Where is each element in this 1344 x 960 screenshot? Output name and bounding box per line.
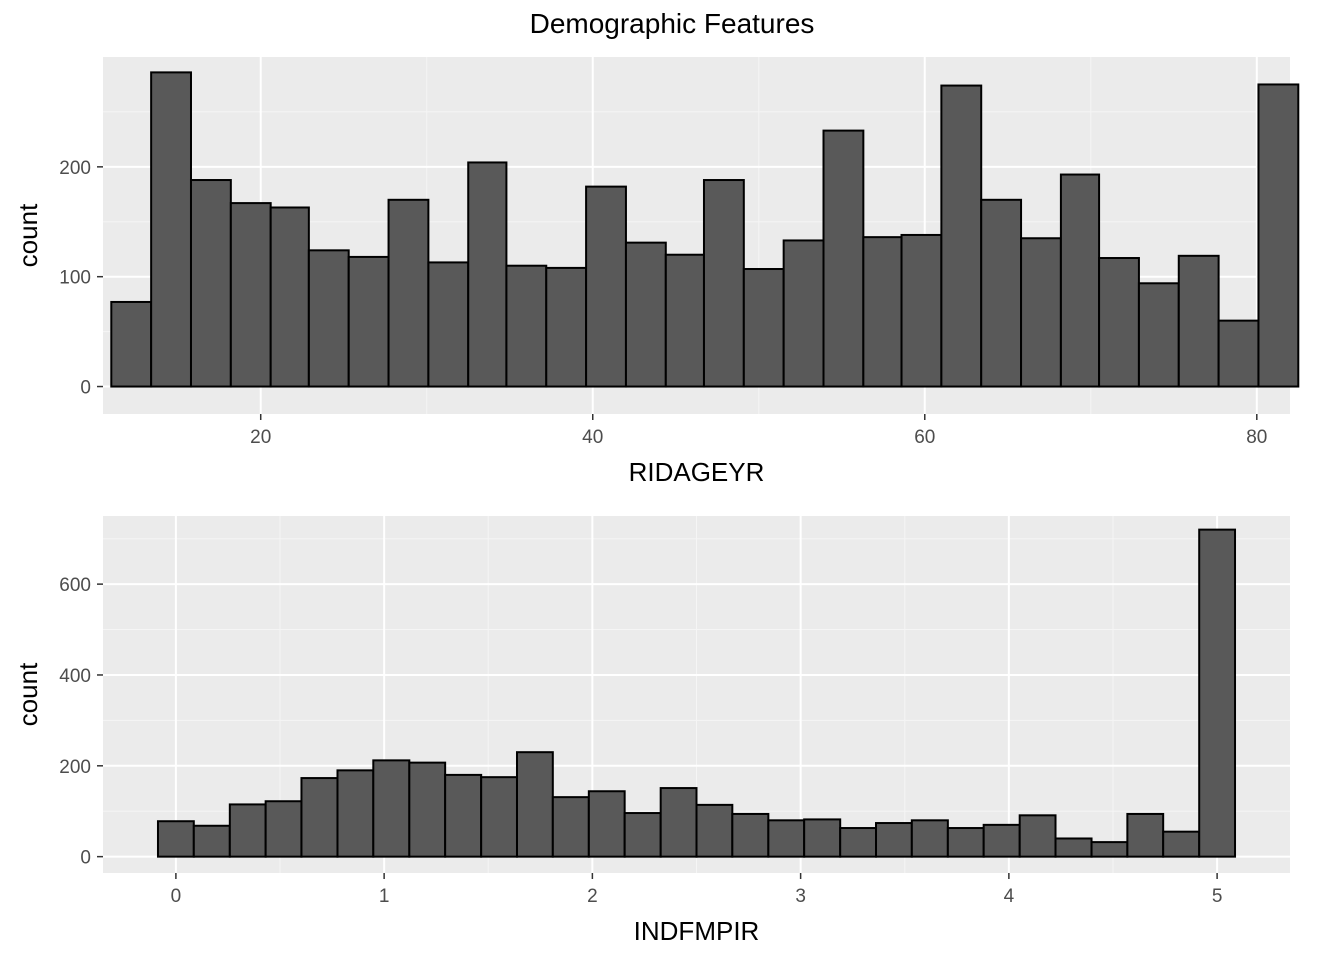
histogram-bar bbox=[623, 812, 662, 858]
histogram-bar bbox=[480, 776, 518, 858]
x-tick-label: 60 bbox=[914, 427, 935, 448]
y-tick-label: 200 bbox=[59, 158, 91, 179]
x-tick-label: 80 bbox=[1246, 427, 1267, 448]
y-tick-label: 200 bbox=[59, 757, 91, 778]
histogram-bar bbox=[782, 239, 825, 388]
histogram-bar bbox=[545, 266, 588, 388]
histogram-bar bbox=[702, 179, 745, 388]
histogram-bar bbox=[1217, 319, 1260, 388]
histogram-bar bbox=[803, 818, 842, 858]
histogram-bar bbox=[551, 796, 590, 858]
histogram-bar bbox=[1126, 812, 1165, 858]
histogram-bar bbox=[1177, 254, 1220, 388]
histogram-bar bbox=[946, 827, 985, 858]
y-tick-label: 400 bbox=[59, 666, 91, 687]
histogram-bar bbox=[839, 827, 878, 858]
histogram-bar bbox=[767, 819, 806, 858]
x-tick-label: 20 bbox=[250, 427, 271, 448]
histogram-bar bbox=[1198, 528, 1237, 858]
histogram-bar bbox=[900, 233, 943, 388]
y-tick-label: 100 bbox=[59, 268, 91, 289]
histogram-bar bbox=[427, 261, 470, 388]
x-axis-title: RIDAGEYR bbox=[629, 457, 765, 487]
histogram-bar bbox=[875, 822, 913, 858]
histogram-bar bbox=[1098, 257, 1140, 388]
histogram-bar bbox=[1054, 837, 1093, 858]
histogram-bar bbox=[269, 206, 310, 388]
histogram-bar bbox=[980, 198, 1023, 388]
x-axis-title: INDFMPIR bbox=[634, 916, 760, 946]
histogram-bar bbox=[822, 129, 865, 388]
y-tick-label: 0 bbox=[80, 378, 91, 399]
histogram-bar bbox=[189, 179, 232, 388]
income-ratio-histogram-panel: 0 1 2 3 4 5 0 200 400 600 INDFMPIR count bbox=[13, 516, 1290, 946]
histogram-bar bbox=[444, 773, 483, 858]
x-tick-label: 2 bbox=[587, 886, 598, 907]
y-tick-label: 600 bbox=[59, 575, 91, 596]
histogram-bar bbox=[347, 255, 390, 388]
histogram-bar bbox=[300, 777, 339, 858]
age-histogram-panel: 20 40 60 80 0 100 200 RIDAGEYR count bbox=[13, 57, 1300, 487]
histogram-bar bbox=[307, 249, 350, 388]
histogram-bar bbox=[515, 751, 554, 858]
y-tick-label: 0 bbox=[80, 848, 91, 869]
histogram-bar bbox=[982, 823, 1021, 858]
x-tick-label: 4 bbox=[1004, 886, 1015, 907]
histogram-bar bbox=[408, 761, 447, 858]
histogram-bar bbox=[1162, 830, 1201, 858]
y-axis-title: count bbox=[13, 662, 43, 726]
histogram-bar bbox=[585, 185, 627, 388]
histogram-bar bbox=[587, 790, 626, 858]
histogram-bar bbox=[387, 198, 430, 388]
histogram-bar bbox=[1020, 237, 1062, 388]
histogram-bar bbox=[742, 268, 785, 388]
histogram-bar bbox=[731, 812, 770, 858]
figure-title: Demographic Features bbox=[530, 8, 815, 39]
histogram-bar bbox=[336, 769, 375, 858]
x-tick-label: 1 bbox=[379, 886, 390, 907]
histogram-bar bbox=[264, 800, 303, 858]
histogram-bar bbox=[1257, 83, 1300, 388]
histogram-bar bbox=[659, 787, 698, 858]
histogram-bar bbox=[229, 202, 272, 388]
histogram-bar bbox=[156, 820, 195, 858]
x-tick-label: 3 bbox=[795, 886, 806, 907]
histogram-bar bbox=[192, 824, 231, 858]
histogram-bar bbox=[624, 241, 667, 388]
histogram-bar bbox=[940, 84, 983, 388]
x-tick-label: 0 bbox=[171, 886, 182, 907]
histogram-bar bbox=[110, 300, 153, 388]
histogram-bar bbox=[1137, 282, 1180, 388]
histogram-bar bbox=[910, 819, 949, 858]
histogram-bar bbox=[467, 161, 508, 388]
histogram-bar bbox=[150, 71, 192, 388]
histogram-bar bbox=[505, 264, 548, 388]
histogram-bar bbox=[862, 236, 903, 388]
histogram-bar bbox=[1090, 841, 1129, 858]
histogram-bar bbox=[695, 803, 734, 858]
y-axis-title: count bbox=[13, 203, 43, 267]
histogram-bar bbox=[228, 803, 267, 858]
x-tick-label: 5 bbox=[1212, 886, 1223, 907]
histogram-bar bbox=[1018, 814, 1057, 858]
x-tick-label: 40 bbox=[582, 427, 603, 448]
histogram-bar bbox=[372, 759, 411, 858]
histogram-bar bbox=[1059, 173, 1101, 388]
histogram-bar bbox=[664, 253, 705, 388]
